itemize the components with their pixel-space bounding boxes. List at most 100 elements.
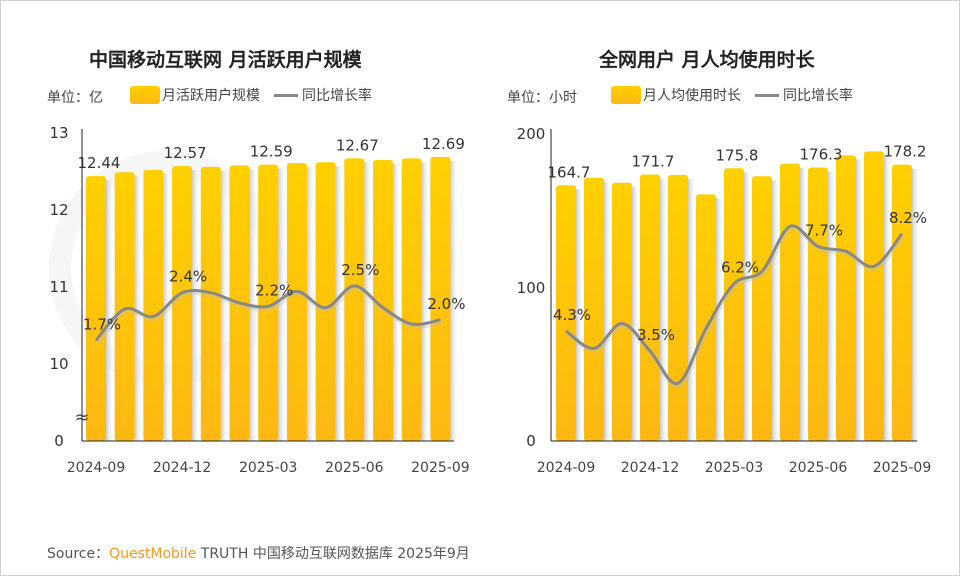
growth-rate-label: 4.3%: [553, 306, 591, 324]
bar: [344, 158, 365, 441]
bar-shadow: [604, 181, 612, 441]
growth-rate-line: [94, 284, 441, 342]
y-tick-label: 10: [49, 355, 68, 373]
bar: [696, 194, 716, 441]
source-prefix: Source：: [47, 546, 110, 562]
y-tick-label: 11: [49, 278, 68, 296]
bar: [286, 163, 307, 441]
growth-rate-label: 2.2%: [255, 281, 293, 299]
growth-rate-label: 6.2%: [721, 259, 759, 277]
x-tick-label: 2024-09: [537, 460, 596, 476]
bar: [584, 177, 604, 441]
bar-shadow: [393, 163, 401, 441]
bar-shadow: [220, 170, 229, 441]
legend-bar-label: 月活跃用户规模: [162, 88, 260, 104]
unit-label-right: 单位：小时: [507, 90, 577, 106]
bar-value-label: 12.59: [250, 143, 293, 161]
legend-line-swatch: [274, 93, 298, 97]
growth-rate-line: [565, 224, 904, 385]
bar: [640, 174, 660, 441]
bar-shadow: [306, 167, 315, 441]
bar: [430, 156, 451, 441]
bar: [752, 176, 772, 441]
legend-left: 月活跃用户规模 同比增长率: [130, 85, 372, 105]
bar: [892, 164, 912, 441]
legend-bar-swatch: [130, 86, 160, 104]
legend-bar-label: 月人均使用时长: [643, 88, 741, 104]
bar: [836, 155, 856, 441]
bar-value-label: 178.2: [884, 143, 927, 161]
bar-shadow: [632, 186, 640, 441]
source-brand: QuestMobile: [109, 546, 197, 562]
y-tick-label: 200: [517, 125, 546, 143]
growth-rate-label: 2.5%: [341, 261, 379, 279]
bar-shadow: [106, 180, 114, 441]
x-tick-label: 2025-09: [873, 460, 932, 476]
bar-shadow: [450, 160, 459, 441]
bar-value-label: 12.44: [78, 154, 121, 172]
bar: [373, 159, 393, 441]
bar-shadow: [335, 166, 344, 441]
x-tick-label: 2024-12: [621, 460, 680, 476]
bar: [86, 176, 106, 441]
y-tick-label: 0: [54, 432, 64, 450]
bar-shadow: [660, 178, 668, 441]
bar: [200, 166, 221, 441]
bar-shadow: [744, 172, 752, 441]
bar-shadow: [800, 167, 808, 441]
bar-shadow: [278, 168, 287, 441]
source-footer: Source：QuestMobile TRUTH 中国移动互联网数据库 2025…: [47, 543, 470, 563]
bar-value-label: 12.57: [164, 144, 207, 162]
y-tick-label: 13: [49, 124, 68, 142]
bar-shadow: [772, 180, 780, 441]
bar-shadow: [421, 162, 430, 441]
bar: [864, 151, 884, 441]
bar: [612, 182, 632, 442]
growth-rate-label: 3.5%: [637, 326, 675, 344]
bar-value-label: 12.67: [336, 136, 379, 154]
bar-shadow: [576, 189, 584, 441]
bar-value-label: 171.7: [632, 153, 675, 171]
growth-rate-label: 2.0%: [427, 295, 465, 313]
bar-shadow: [716, 198, 724, 441]
bar: [315, 162, 336, 441]
chart-title-left: 中国移动互联网 月活跃用户规模: [89, 49, 362, 71]
bar-shadow: [364, 162, 373, 441]
legend-bar-swatch: [611, 86, 641, 104]
bar-value-label: 164.7: [548, 163, 591, 181]
bar: [668, 174, 688, 441]
bar-shadow: [828, 171, 836, 441]
y-tick-label: 0: [526, 432, 536, 450]
x-tick-label: 2025-03: [705, 460, 764, 476]
bar-shadow: [884, 155, 892, 441]
bar-shadow: [688, 178, 696, 441]
x-tick-label: 2025-09: [411, 460, 470, 476]
x-tick-label: 2024-12: [153, 460, 212, 476]
bar: [780, 163, 800, 441]
bar-value-label: 175.8: [716, 146, 759, 164]
bar-value-label: 12.69: [422, 135, 465, 153]
y-tick-label: 100: [517, 279, 546, 297]
x-tick-label: 2024-09: [67, 460, 126, 476]
bar-value-label: 176.3: [800, 145, 843, 163]
bar: [808, 167, 828, 441]
growth-rate-label: 8.2%: [889, 209, 927, 227]
axis-break-icon: ≈: [74, 407, 89, 428]
source-text: TRUTH 中国移动互联网数据库 2025年9月: [196, 546, 470, 562]
legend-right: 月人均使用时长 同比增长率: [611, 85, 853, 105]
x-tick-label: 2025-06: [325, 460, 384, 476]
growth-rate-label: 1.7%: [83, 315, 121, 333]
bar-shadow: [192, 170, 201, 442]
x-tick-label: 2025-03: [239, 460, 298, 476]
chart-title-right: 全网用户 月人均使用时长: [599, 49, 815, 71]
y-tick-label: 12: [49, 201, 68, 219]
bar: [724, 168, 744, 441]
legend-line-swatch: [755, 93, 779, 97]
growth-rate-label: 2.4%: [169, 268, 207, 286]
bar: [556, 185, 576, 441]
growth-rate-label: 7.7%: [805, 221, 843, 239]
bar-shadow: [912, 168, 920, 441]
legend-line-label: 同比增长率: [302, 88, 372, 104]
